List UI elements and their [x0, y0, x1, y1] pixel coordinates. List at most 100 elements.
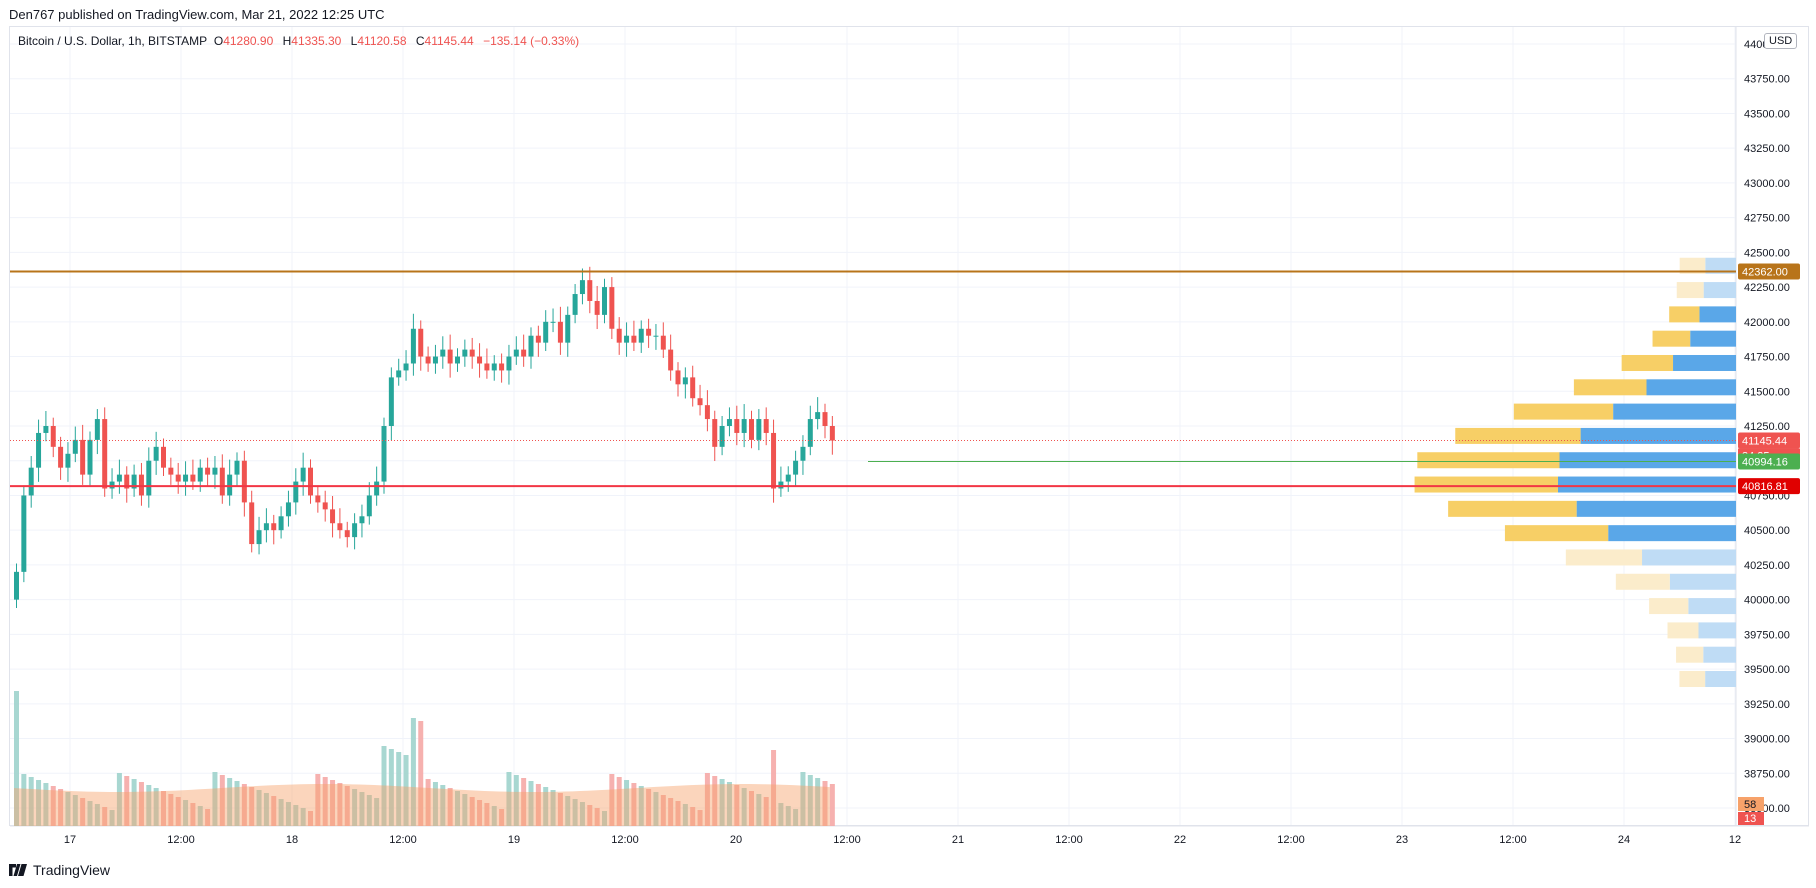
x-tick-label: 12 [1729, 834, 1741, 846]
candle-body [513, 349, 519, 357]
candle-body [352, 523, 358, 538]
support-price-tag [1738, 478, 1800, 495]
volume-bar [322, 777, 328, 826]
volume-bar [234, 781, 240, 826]
candle-body [624, 335, 630, 343]
close-label: C [415, 34, 425, 48]
y-tick-label: 39250.00 [1744, 699, 1790, 711]
candle-body [14, 571, 19, 600]
volume-bar [21, 774, 27, 826]
last-price-tag [1738, 432, 1800, 449]
candle-body [124, 474, 130, 489]
volume-bar [146, 785, 152, 826]
x-tick-label: 12:00 [167, 834, 195, 846]
volume-profile-up-bar [1673, 354, 1736, 371]
volume-profile-up-bar [1559, 452, 1736, 469]
candle-body [278, 516, 284, 531]
volume-bar [43, 783, 49, 826]
volume-bar [690, 807, 696, 826]
candle-body [425, 356, 431, 364]
candle-body [138, 474, 144, 496]
volume-bar [50, 786, 56, 826]
candle-body [631, 335, 637, 343]
candle-body [749, 419, 754, 440]
volume-bar [543, 787, 549, 826]
candle-body [72, 439, 78, 454]
candle-body [271, 523, 277, 531]
volume-bar [102, 807, 108, 826]
candle-body [94, 419, 100, 440]
resistance-price-tag-text: 42362.00 [1742, 267, 1788, 279]
volume-profile-down-bar [1621, 354, 1674, 371]
candle-body [521, 349, 527, 357]
volume-bar [800, 772, 806, 826]
volume-bar [293, 805, 299, 826]
candle-body [256, 530, 262, 545]
candle-body [80, 439, 86, 475]
candle-body [469, 349, 475, 357]
volume-bar [381, 746, 387, 826]
currency-button[interactable]: USD [1764, 33, 1798, 49]
volume-bar [72, 795, 78, 826]
volume-bar [440, 785, 446, 826]
candle-body [763, 419, 769, 433]
volume-profile-down-bar [1669, 306, 1700, 323]
footer-brand[interactable]: TradingView [9, 862, 110, 878]
volume-bar [344, 786, 350, 826]
candle-body [322, 502, 328, 510]
volume-bar [271, 796, 277, 826]
candle-body [183, 474, 189, 482]
candle-body [491, 363, 497, 371]
volume-profile-down-bar [1652, 330, 1691, 347]
publisher-caption: Den767 published on TradingView.com, Mar… [9, 7, 385, 22]
volume-bar [249, 787, 255, 826]
candle-body [609, 287, 615, 329]
x-tick-label: 21 [952, 834, 964, 846]
candle-body [28, 467, 34, 496]
volume-bar [734, 785, 740, 826]
candle-body [675, 370, 681, 385]
volume-bar [579, 802, 585, 826]
volume-bar [822, 781, 828, 826]
candle-body [440, 349, 446, 357]
candle-body [800, 446, 806, 461]
volume-bar [587, 805, 593, 826]
candle-body [528, 335, 534, 357]
volume-bar [521, 778, 527, 826]
y-tick-label: 42000.00 [1744, 317, 1790, 329]
x-tick-label: 12:00 [1055, 834, 1083, 846]
volume-profile-down-bar [1455, 427, 1581, 444]
volume-bar [109, 810, 115, 826]
volume-bar [28, 777, 34, 826]
candle-body [58, 446, 64, 468]
support-price-tag-text: 40816.81 [1742, 481, 1788, 493]
volume-bar [168, 794, 174, 826]
volume-bar [190, 803, 196, 826]
volume-profile-up-bar [1703, 282, 1736, 299]
x-tick-label: 20 [730, 834, 742, 846]
volume-bar [815, 778, 821, 826]
volume-bar [572, 799, 578, 826]
symbol-legend: Bitcoin / U.S. Dollar, 1h, BITSTAMP O412… [18, 34, 585, 48]
volume-bar [58, 789, 64, 826]
volume-bar [660, 795, 666, 826]
candle-body [616, 328, 622, 343]
high-label: H [282, 34, 292, 48]
candle-body [153, 446, 159, 461]
y-tick-label: 40500.00 [1744, 525, 1790, 537]
candle-body [285, 502, 291, 517]
y-tick-label: 43250.00 [1744, 143, 1790, 155]
volume-profile-down-bar [1676, 282, 1704, 299]
last-volume-tag-text: 13 [1744, 813, 1756, 825]
change-value: −135.14 (−0.33%) [483, 34, 580, 48]
candle-body [131, 474, 137, 489]
y-tick-label: 39000.00 [1744, 734, 1790, 746]
candle-body [690, 377, 696, 399]
open-label: O [213, 34, 224, 48]
volume-profile-down-bar [1573, 379, 1647, 396]
volume-bar [161, 791, 166, 826]
y-tick-label: 39500.00 [1744, 664, 1790, 676]
candle-body [726, 419, 732, 426]
volume-bar [138, 782, 144, 826]
